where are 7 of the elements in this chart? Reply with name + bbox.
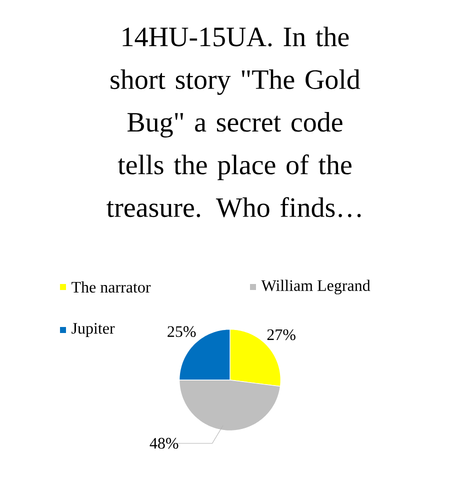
data-label: 48% [150,438,178,449]
data-label: 25% [168,326,196,338]
chart-title: 14HU-15UA. In the short story "The Gold Bug" a secret code tells the place of the treasure. Who finds… [106,26,361,218]
legend-label: The narrator [72,281,151,293]
legend-label: William Legrand [261,280,370,294]
legend-label: Jupiter [72,322,115,337]
data-label: 27% [267,329,296,340]
